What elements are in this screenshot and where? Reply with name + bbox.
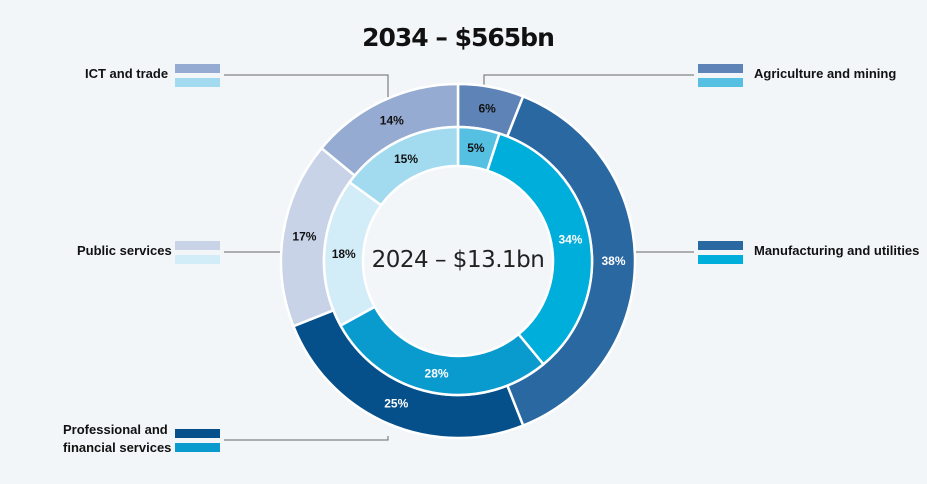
legend-label-agriculture-and-mining: Agriculture and mining (754, 66, 896, 81)
legend-swatch-outer-ict-and-trade (175, 64, 220, 73)
outer-pct-manufacturing-and-utilities: 38% (601, 254, 625, 268)
legend: Agriculture and mining Manufacturing and … (63, 64, 919, 455)
inner-slice-manufacturing-and-utilities (485, 131, 594, 367)
legend-label-ict-and-trade: ICT and trade (85, 66, 168, 81)
inner-pct-agriculture-and-mining: 5% (467, 141, 485, 155)
center-label: 2024 – $13.1bn (372, 247, 545, 273)
legend-swatch-inner-ict-and-trade (175, 78, 220, 87)
outer-pct-ict-and-trade: 14% (380, 113, 404, 127)
legend-swatch-inner-public-services (175, 255, 220, 264)
legend-swatch-outer-manufacturing-and-utilities (698, 241, 743, 250)
inner-pct-ict-and-trade: 15% (394, 152, 418, 166)
legend-swatch-inner-agriculture-and-mining (698, 78, 743, 87)
legend-label-manufacturing-and-utilities: Manufacturing and utilities (754, 243, 919, 258)
legend-swatch-inner-professional-and-financial-services (175, 443, 220, 452)
outer-pct-professional-and-financial-services: 25% (384, 397, 408, 411)
inner-slice-ict-and-trade (347, 125, 460, 207)
outer-pct-agriculture-and-mining: 6% (478, 101, 496, 115)
legend-swatch-inner-manufacturing-and-utilities (698, 255, 743, 264)
leader-line-professional-and-financial-services (224, 436, 389, 441)
inner-pct-manufacturing-and-utilities: 34% (558, 233, 582, 247)
legend-swatch-outer-agriculture-and-mining (698, 64, 743, 73)
inner-pct-professional-and-financial-services: 28% (425, 366, 449, 380)
legend-label-professional-and-financial-services: Professional and financial services (63, 422, 171, 455)
chart-title: 2034 – $565bn (362, 23, 554, 52)
outer-pct-public-services: 17% (292, 230, 316, 244)
legend-swatch-outer-public-services (175, 241, 220, 250)
inner-ring (322, 125, 594, 397)
legend-label-public-services: Public services (77, 243, 172, 258)
inner-pct-public-services: 18% (332, 247, 356, 261)
percentage-labels: 6% 38% 25% 17% 14% 5% 34% 28% 18% 15% (292, 101, 625, 410)
legend-swatch-outer-professional-and-financial-services (175, 429, 220, 438)
